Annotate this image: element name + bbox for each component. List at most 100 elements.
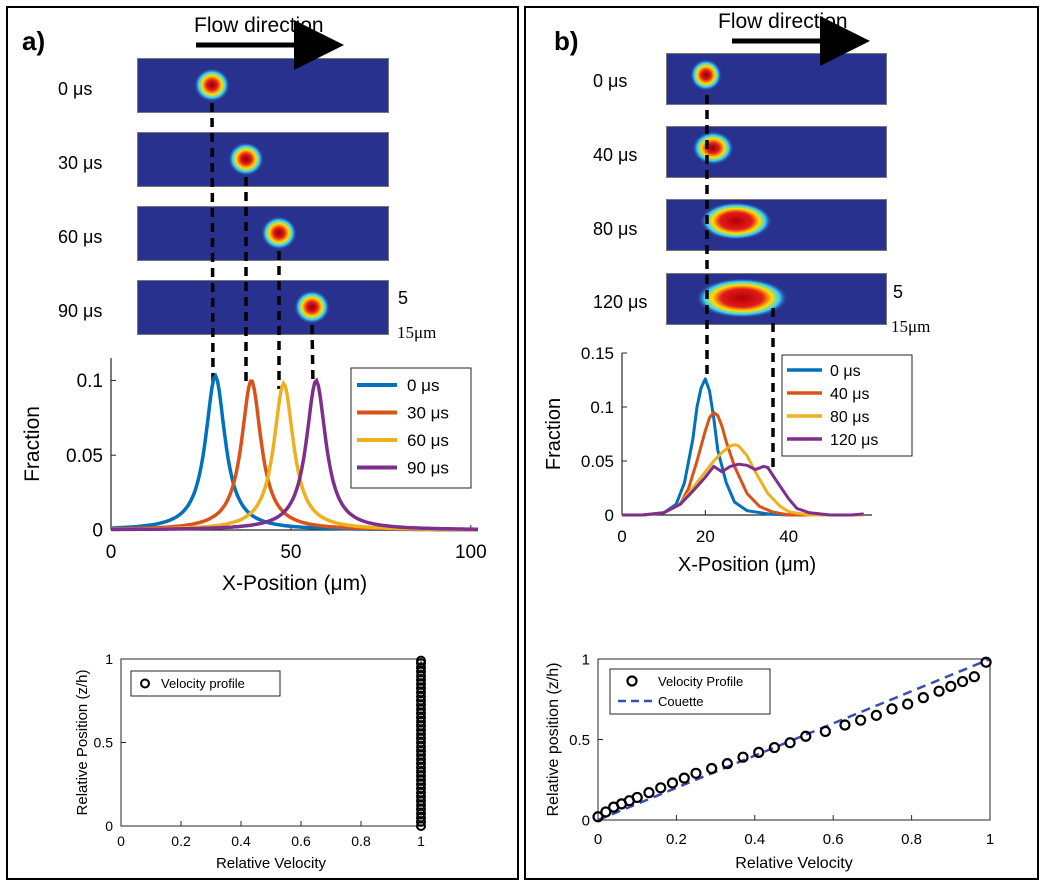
y-tick-label: 1 (105, 651, 113, 667)
x-tick-label: 0 (117, 833, 125, 849)
panel-a-strip-0 (137, 58, 389, 113)
legend-label: 80 μs (830, 409, 869, 426)
y-axis-label: Relative position (z/h) (545, 663, 562, 817)
data-point (655, 782, 667, 794)
legend-label: 40 μs (830, 386, 869, 403)
y-tick-label: 1 (582, 651, 590, 668)
data-point (800, 730, 812, 742)
data-point (855, 714, 867, 726)
data-point (592, 811, 604, 823)
y-tick-label: 0.05 (581, 452, 614, 471)
data-point (768, 741, 781, 754)
data-point (956, 675, 969, 688)
data-point (737, 751, 749, 763)
legend-label: 90 μs (407, 459, 449, 478)
panel-a-time-label: 90 μs (58, 301, 103, 321)
data-point (666, 777, 679, 789)
x-axis-label: X-Position (μm) (222, 572, 367, 595)
data-point (839, 719, 851, 731)
data-point (819, 725, 831, 738)
panel-b-scale-label: 15μm (891, 317, 931, 336)
y-tick-label: 0 (105, 818, 113, 834)
y-tick-label: 0.1 (590, 398, 614, 417)
legend-label: 0 μs (407, 376, 439, 395)
panel-b-time-label: 0 μs (593, 71, 628, 91)
y-tick-label: 0 (92, 521, 103, 542)
panel-a (6, 6, 519, 880)
x-tick-label: 0 (617, 527, 626, 546)
y-tick-label: 0 (605, 506, 614, 525)
x-tick-label: 0.2 (666, 831, 687, 848)
y-tick-label: 0.15 (581, 344, 614, 363)
x-tick-label: 0.2 (171, 833, 191, 849)
data-point (945, 680, 957, 692)
droplet-image (228, 142, 264, 176)
series-line (622, 462, 864, 517)
droplet-image (294, 290, 330, 324)
panel-b-time-label: 120 μs (593, 292, 648, 312)
y-tick-label: 0.1 (77, 371, 103, 392)
data-point (631, 791, 643, 804)
data-point (600, 806, 612, 818)
data-point (416, 655, 426, 666)
x-tick-label: 40 (779, 527, 798, 546)
y-tick-label: 0.5 (94, 734, 114, 750)
panel-a-strip-90 (137, 280, 389, 335)
x-tick-label: 0.4 (744, 831, 765, 848)
legend-label: 0 μs (830, 363, 861, 380)
y-axis-label: Fraction (543, 398, 565, 470)
panel-a-scale-label: 15μm (397, 323, 437, 342)
x-tick-label: 0.8 (351, 833, 371, 849)
panel-a-time-label: 60 μs (58, 227, 103, 247)
y-tick-label: 0.5 (569, 732, 590, 749)
data-point (690, 767, 702, 779)
data-point (870, 709, 882, 721)
y-axis-label: Relative Position (z/h) (74, 670, 91, 816)
x-tick-label: 0 (106, 542, 117, 563)
guide-dashed-line (210, 102, 215, 384)
data-point (968, 671, 980, 683)
x-tick-label: 50 (280, 542, 301, 563)
x-tick-label: 1 (986, 831, 994, 848)
legend-marker (626, 675, 638, 687)
data-point (721, 758, 733, 770)
legend-label: Couette (658, 694, 704, 709)
droplet-image (696, 278, 788, 318)
panel-b-time-label: 40 μs (593, 145, 638, 165)
panel-a-letter: a) (22, 26, 46, 56)
panel-a-scale-label: 5 (398, 288, 409, 308)
data-point (784, 737, 796, 749)
y-tick-label: 0.05 (66, 446, 103, 467)
panel-b (524, 6, 1039, 880)
panel-a-time-label: 30 μs (58, 153, 103, 173)
x-axis-label: Relative Velocity (735, 855, 852, 872)
legend-label: Velocity profile (161, 676, 245, 691)
data-point (917, 692, 929, 704)
droplet-image (261, 216, 297, 250)
data-point (753, 746, 765, 758)
x-tick-label: 1 (417, 833, 425, 849)
x-tick-label: 100 (455, 542, 487, 563)
x-axis-label: X-Position (μm) (678, 554, 816, 576)
panel-b-flow-label: Flow direction (718, 10, 848, 33)
data-point (706, 762, 718, 775)
x-tick-label: 20 (696, 527, 715, 546)
panel-b-scale-label: 5 (893, 282, 904, 302)
x-tick-label: 0.4 (231, 833, 251, 849)
data-point (902, 698, 914, 710)
x-tick-label: 0 (594, 831, 602, 848)
x-tick-label: 0.6 (823, 831, 844, 848)
guide-dashed-line (310, 324, 315, 386)
x-axis-label: Relative Velocity (216, 855, 327, 872)
legend-label: 60 μs (407, 431, 449, 450)
legend-marker (140, 678, 150, 689)
panel-b-letter: b) (554, 26, 579, 56)
droplet-image (194, 68, 230, 102)
data-point (678, 772, 690, 784)
legend-box (130, 670, 281, 697)
legend-label: Velocity Profile (658, 674, 743, 689)
y-axis-label: Fraction (21, 406, 44, 482)
data-point (643, 787, 655, 799)
data-point (886, 703, 898, 715)
